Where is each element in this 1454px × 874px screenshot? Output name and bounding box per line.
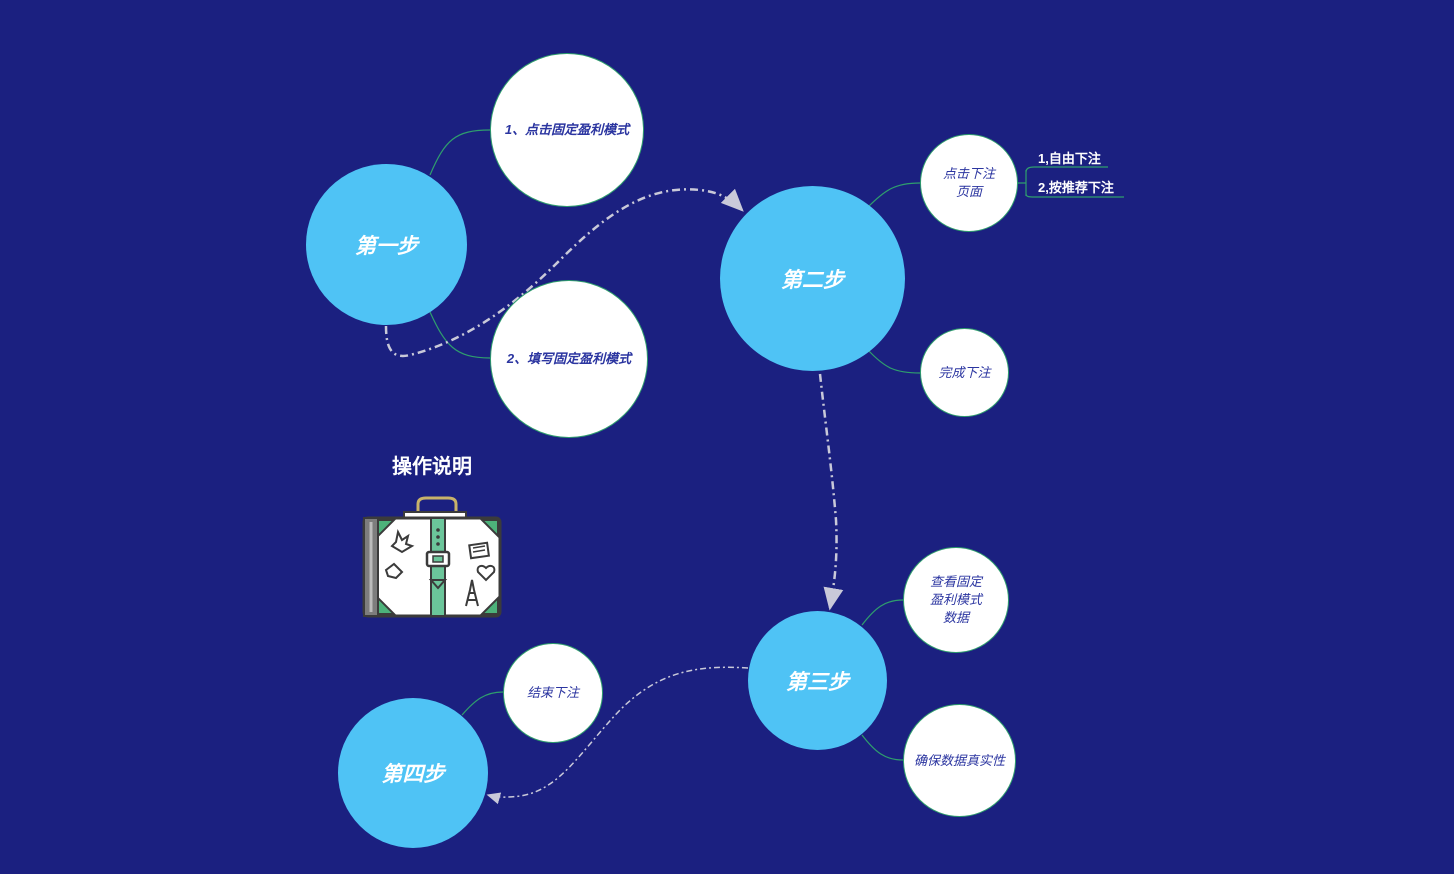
suitcase-icon [362,496,502,618]
leaf-bet-free[interactable]: 1,自由下注 [1038,151,1101,166]
connector-step2-a [867,182,921,208]
step1-detail-b-node[interactable]: 2、填写固定盈利模式 [490,280,648,438]
step1-node[interactable]: 第一步 [306,164,467,325]
step3-detail-b-node[interactable]: 确保数据真实性 [903,704,1016,817]
flow-step2-to-step3 [818,373,844,611]
diagram-title: 操作说明 [392,456,472,478]
step4-detail-a-node[interactable]: 结束下注 [503,643,603,743]
step3-detail-a-text: 查看固定盈利模式数据 [929,574,982,625]
connector-step1-b [429,311,491,359]
step2-detail-a-node[interactable]: 点击下注页面 [920,134,1018,232]
step2-detail-b-node[interactable]: 完成下注 [920,328,1009,417]
step4-detail-a-text: 结束下注 [526,685,579,700]
step1-detail-a-node[interactable]: 1、点击固定盈利模式 [490,53,644,207]
step2-detail-b-text: 完成下注 [938,364,991,380]
step2-detail-a-text: 点击下注页面 [942,166,995,199]
connector-leaf-2 [1025,193,1124,198]
step1-label: 第一步 [355,234,418,258]
step3-label: 第三步 [786,670,849,694]
step2-node[interactable]: 第二步 [720,186,905,371]
step3-detail-a-node[interactable]: 查看固定盈利模式数据 [903,547,1009,653]
step1-detail-b-text: 2、填写固定盈利模式 [506,351,632,366]
step1-detail-a-text: 1、点击固定盈利模式 [504,122,630,137]
connector-step2-b [867,349,921,374]
connector-step4-a [461,691,504,716]
connector-leaf-1 [1025,166,1108,173]
step4-node[interactable]: 第四步 [338,698,488,848]
step3-node[interactable]: 第三步 [748,611,887,750]
flow-step1-to-step2 [384,188,744,358]
connector-step1-a [429,129,491,176]
connector-leaf-bus [1018,170,1027,196]
step2-label: 第二步 [781,268,844,292]
connector-step3-b [861,734,904,761]
step4-label: 第四步 [381,763,445,786]
step3-detail-b-text: 确保数据真实性 [914,752,1006,768]
leaf-bet-recommended[interactable]: 2,按推荐下注 [1038,180,1114,195]
connector-step3-a [861,599,904,626]
flow-step3-to-step4 [486,666,749,805]
